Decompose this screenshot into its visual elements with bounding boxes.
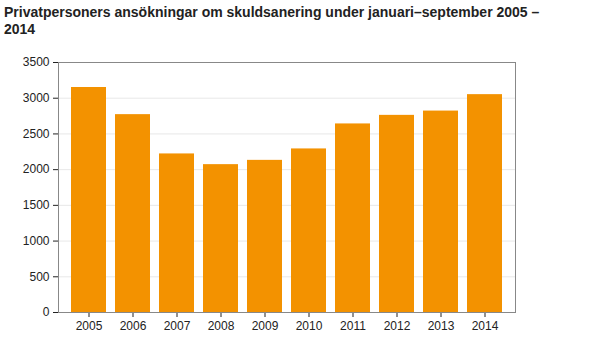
- svg-text:2012: 2012: [384, 319, 411, 333]
- svg-text:2007: 2007: [164, 319, 191, 333]
- html-text:Privatpersoners ansökningar om: Privatpersoners ansökningar om skuldsane…: [4, 4, 540, 37]
- svg-text:2005: 2005: [76, 319, 103, 333]
- svg-text:0: 0: [43, 305, 50, 319]
- svg-text:3500: 3500: [23, 55, 50, 69]
- svg-text:1500: 1500: [23, 198, 50, 212]
- svg-text:2500: 2500: [23, 127, 50, 141]
- svg-text:2011: 2011: [340, 319, 366, 333]
- svg-text:2009: 2009: [252, 319, 279, 333]
- svg-text:2006: 2006: [120, 319, 147, 333]
- svg-text:3000: 3000: [23, 91, 50, 105]
- svg-text:500: 500: [29, 270, 49, 284]
- svg-text:1000: 1000: [23, 234, 50, 248]
- svg-text:2008: 2008: [208, 319, 235, 333]
- svg-text:2013: 2013: [428, 319, 455, 333]
- svg-text:2014: 2014: [472, 319, 499, 333]
- svg-text:2000: 2000: [23, 162, 50, 176]
- svg-text:2010: 2010: [296, 319, 323, 333]
